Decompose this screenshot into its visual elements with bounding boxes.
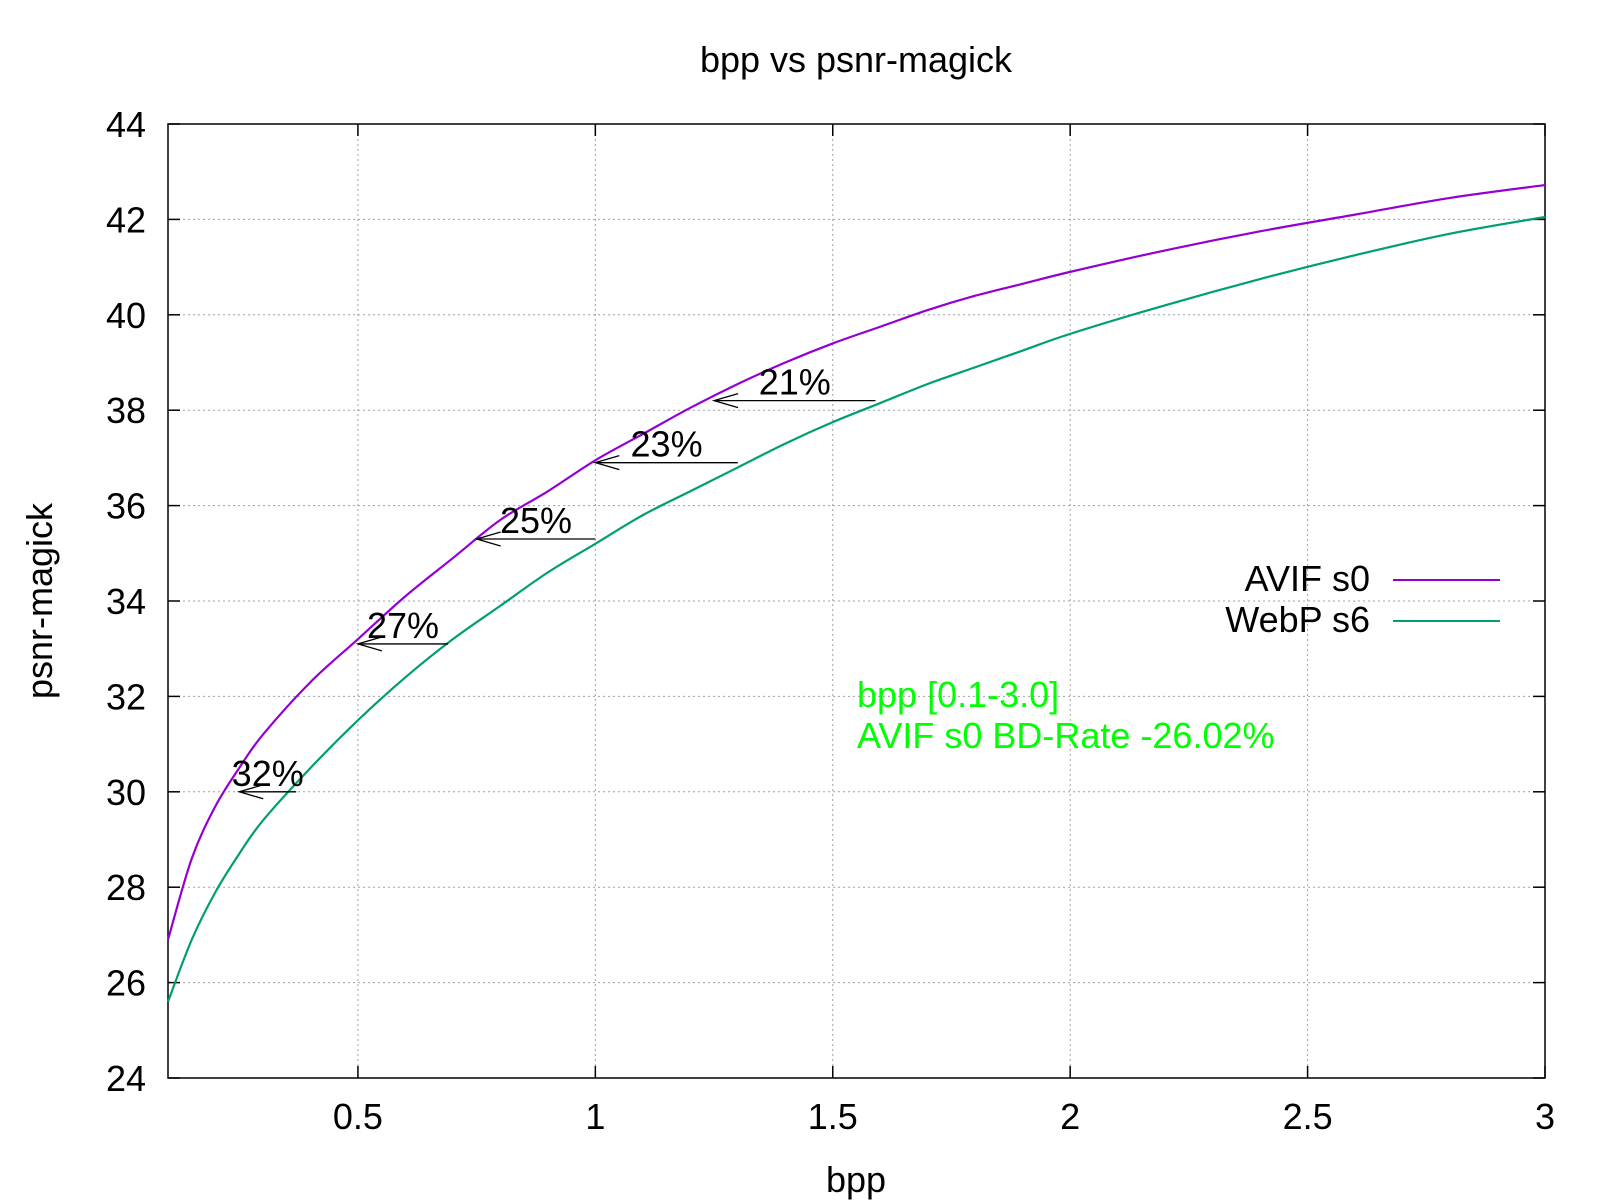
y-tick-label: 38 bbox=[106, 390, 146, 431]
y-tick-label: 44 bbox=[106, 104, 146, 145]
bd-rate-label: 27% bbox=[367, 605, 439, 646]
note-range: bpp [0.1-3.0] bbox=[857, 674, 1059, 715]
y-tick-label: 40 bbox=[106, 295, 146, 336]
x-tick-label: 1.5 bbox=[808, 1096, 858, 1137]
legend-label-webp: WebP s6 bbox=[1225, 599, 1370, 640]
y-tick-label: 24 bbox=[106, 1058, 146, 1099]
bd-rate-arrowhead bbox=[474, 531, 501, 547]
y-tick-label: 36 bbox=[106, 486, 146, 527]
y-tick-label: 28 bbox=[106, 867, 146, 908]
y-tick-label: 34 bbox=[106, 581, 146, 622]
grid-layer bbox=[168, 124, 1545, 1078]
bd-rate-arrowhead bbox=[236, 784, 264, 800]
series-line-webp-s6 bbox=[166, 215, 1546, 1003]
bd-rate-label: 23% bbox=[631, 424, 703, 465]
bd-rate-arrowhead bbox=[711, 393, 739, 409]
y-tick-label: 26 bbox=[106, 963, 146, 1004]
annotation-layer: 32% 27% 25% 23% 21% bbox=[232, 362, 876, 800]
bd-rate-label: 25% bbox=[500, 500, 572, 541]
series-line-avif-s0 bbox=[166, 183, 1546, 940]
bd-rate-arrowhead bbox=[593, 455, 620, 471]
bd-rate-label: 21% bbox=[759, 362, 831, 403]
legend-label-avif: AVIF s0 bbox=[1245, 558, 1370, 599]
x-tick-label: 2 bbox=[1060, 1096, 1080, 1137]
y-axis-label: psnr-magick bbox=[19, 502, 60, 699]
chart-title: bpp vs psnr-magick bbox=[700, 39, 1013, 80]
bd-rate-label: 32% bbox=[232, 753, 304, 794]
x-axis-label: bpp bbox=[826, 1159, 886, 1200]
bd-rate-arrowhead bbox=[355, 636, 383, 652]
legend: AVIF s0 WebP s6 bbox=[1225, 558, 1500, 640]
y-tick-label: 30 bbox=[106, 772, 146, 813]
y-tick-label: 32 bbox=[106, 676, 146, 717]
note-bd-rate: AVIF s0 BD-Rate -26.02% bbox=[857, 715, 1275, 756]
x-tick-label: 1 bbox=[585, 1096, 605, 1137]
x-tick-label: 3 bbox=[1535, 1096, 1555, 1137]
x-tick-label: 0.5 bbox=[333, 1096, 383, 1137]
series-layer bbox=[166, 183, 1546, 1003]
ticks-layer: 24 26 28 30 32 34 36 38 40 42 44 0.5 1 1.5 2 2.5 3 bbox=[106, 104, 1555, 1137]
y-tick-label: 42 bbox=[106, 199, 146, 240]
bd-rate-note: bpp [0.1-3.0] AVIF s0 BD-Rate -26.02% bbox=[857, 674, 1275, 756]
x-tick-label: 2.5 bbox=[1283, 1096, 1333, 1137]
